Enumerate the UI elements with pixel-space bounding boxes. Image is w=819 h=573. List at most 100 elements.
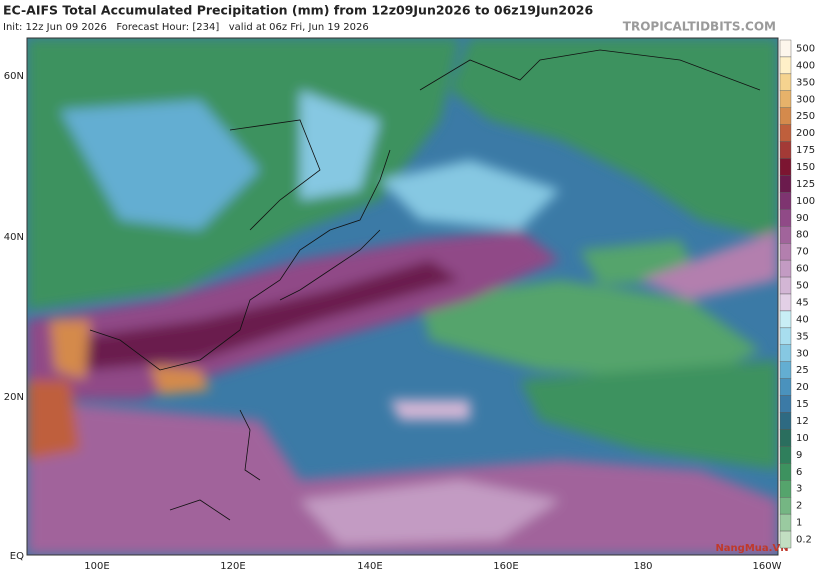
colorbar-label: 175: [796, 145, 815, 156]
colorbar-label: 10: [796, 433, 809, 444]
subtitle: Init: 12z Jun 09 2026 Forecast Hour: [23…: [3, 22, 369, 33]
colorbar-label: 45: [796, 297, 809, 308]
lon-label: 180: [633, 561, 652, 572]
colorbar-swatch: [779, 158, 792, 176]
colorbar-label: 150: [796, 162, 815, 173]
colorbar-swatch: [779, 327, 792, 346]
lat-label: EQ: [10, 551, 24, 562]
colorbar-swatch: [779, 259, 792, 278]
lat-label: 60N: [4, 71, 24, 82]
coastline: [239, 409, 261, 481]
map-frame: [26, 37, 779, 556]
colorbar-label: 9: [796, 450, 802, 461]
colorbar-swatch: [779, 39, 792, 58]
colorbar-swatch: [779, 226, 792, 244]
purple-region: [300, 480, 560, 545]
lat-label: 40N: [4, 232, 24, 243]
colorbar-label: 250: [796, 111, 815, 122]
colorbar-label: 6: [796, 467, 802, 478]
colorbar-swatch: [779, 480, 792, 498]
colorbar-swatch: [779, 463, 792, 481]
colorbar-swatch: [779, 446, 792, 464]
colorbar-label: 12: [796, 416, 809, 427]
coastlines: [89, 49, 761, 521]
lon-label: 100E: [84, 561, 109, 572]
coastline: [419, 49, 761, 91]
colorbar-label: 40: [796, 314, 809, 325]
purple-region: [390, 400, 470, 420]
colorbar-swatch: [779, 209, 792, 227]
colorbar-swatch: [779, 513, 792, 532]
colorbar-swatch: [779, 361, 792, 379]
colorbar-label: 400: [796, 60, 815, 71]
colorbar-swatch: [779, 344, 792, 362]
colorbar-label: 35: [796, 331, 809, 342]
colorbar-label: 2: [796, 501, 802, 512]
colorbar-label: 1: [796, 518, 802, 529]
blue-region: [380, 160, 560, 230]
colorbar-label: 90: [796, 213, 809, 224]
colorbar-swatch: [779, 378, 792, 396]
colorbar-label: 0.2: [796, 535, 812, 546]
colorbar-label: 50: [796, 281, 809, 292]
colorbar-label: 25: [796, 365, 809, 376]
colorbar-swatch: [779, 293, 792, 312]
precip-map: [27, 38, 778, 555]
green-region: [450, 38, 778, 240]
colorbar-label: 60: [796, 264, 809, 275]
purple-region: [640, 230, 778, 300]
title: EC-AIFS Total Accumulated Precipitation …: [3, 3, 594, 18]
colorbar-swatch: [779, 276, 792, 295]
colorbar-swatch: [779, 429, 792, 447]
colorbar-swatch: [779, 192, 792, 210]
precip-field: [27, 38, 778, 555]
colorbar-swatch: [779, 175, 792, 193]
blue-region: [300, 90, 380, 200]
colorbar-swatch: [779, 73, 792, 92]
blue-region: [60, 100, 260, 230]
colorbar-swatch: [779, 107, 792, 125]
coastline: [229, 119, 321, 231]
colorbar-label: 15: [796, 399, 809, 410]
colorbar-label: 125: [796, 179, 815, 190]
source: TROPICALTIDBITS.COM: [623, 20, 776, 34]
colorbar-label: 100: [796, 196, 815, 207]
colorbar-swatch: [779, 530, 792, 549]
lon-label: 160E: [493, 561, 518, 572]
colorbar-swatch: [779, 395, 792, 413]
lon-label: 140E: [357, 561, 382, 572]
colorbar-swatch: [779, 412, 792, 430]
purple-region: [27, 400, 778, 555]
lon-label: 120E: [220, 561, 245, 572]
coastline: [169, 499, 231, 521]
green-region: [520, 360, 778, 470]
watermark: NangMua.VN: [715, 543, 788, 554]
orange-region: [50, 320, 90, 380]
lat-label: 20N: [4, 392, 24, 403]
colorbar-label: 20: [796, 382, 809, 393]
red-band: [60, 260, 460, 370]
colorbar-swatch: [779, 56, 792, 75]
lon-label: 160W: [753, 561, 782, 572]
orange-region: [27, 380, 80, 460]
colorbar-label: 70: [796, 247, 809, 258]
orange-region: [150, 365, 210, 395]
colorbar: 5004003503002502001751501251009080706050…: [779, 39, 815, 549]
colorbar-label: 200: [796, 128, 815, 139]
colorbar-label: 3: [796, 484, 802, 495]
colorbar-label: 300: [796, 94, 815, 105]
green-region: [420, 280, 760, 380]
colorbar-swatch: [779, 90, 792, 108]
colorbar-label: 500: [796, 43, 815, 54]
colorbar-swatch: [779, 242, 792, 261]
colorbar-label: 80: [796, 230, 809, 241]
colorbar-label: 350: [796, 77, 815, 88]
coastline: [89, 149, 391, 371]
colorbar-swatch: [779, 141, 792, 159]
coastline: [279, 229, 381, 301]
colorbar-label: 30: [796, 348, 809, 359]
colorbar-swatch: [779, 124, 792, 142]
colorbar-swatch: [779, 497, 792, 515]
colorbar-swatch: [779, 310, 792, 329]
